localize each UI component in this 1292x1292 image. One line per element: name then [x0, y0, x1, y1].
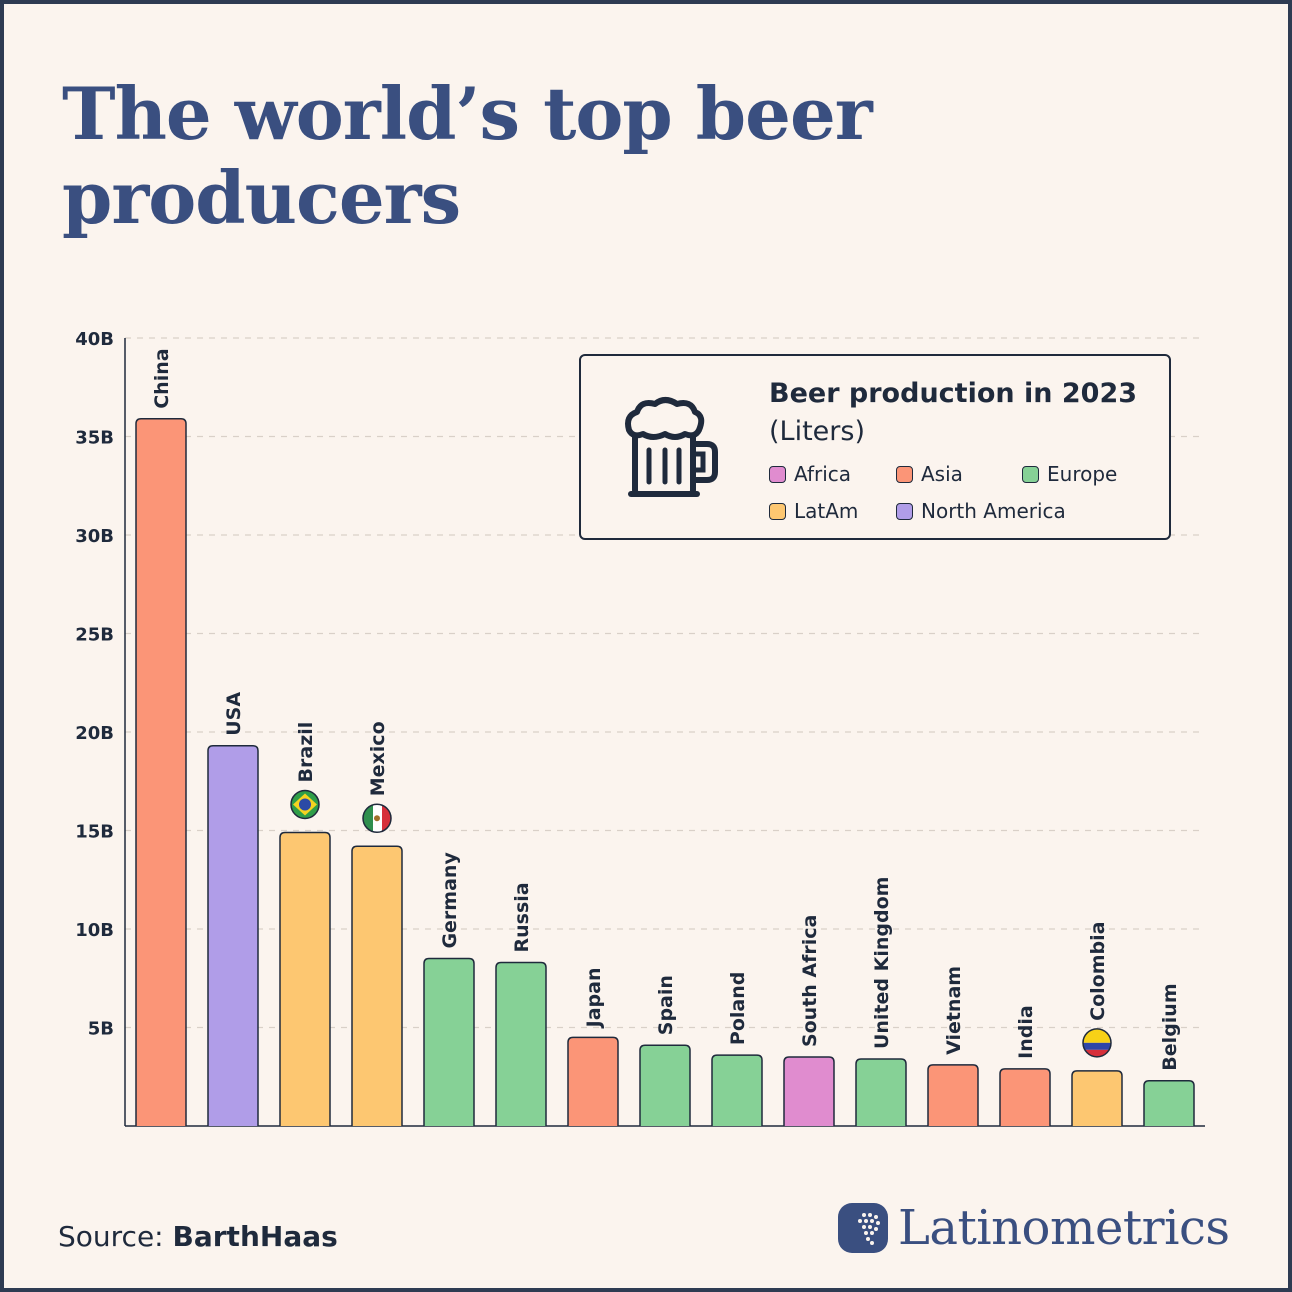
- category-label: Poland: [727, 972, 749, 1045]
- bar-colombia: [1071, 1070, 1123, 1126]
- mexico-flag-icon: [362, 803, 392, 834]
- y-tick-label: 20B: [75, 723, 114, 744]
- legend-swatch: [896, 465, 913, 483]
- bar-mexico: [351, 845, 403, 1126]
- legend-swatch: [769, 502, 786, 520]
- latinometrics-logo-icon: [838, 1203, 888, 1253]
- colombia-flag-icon: [1082, 1028, 1112, 1058]
- legend-swatch: [769, 465, 786, 483]
- y-tick-label: 35B: [75, 428, 114, 449]
- legend-item-latam: LatAm: [769, 499, 858, 523]
- bar-spain: [639, 1044, 691, 1126]
- legend-title: Beer production in 2023: [769, 378, 1138, 409]
- bar-south-africa: [783, 1056, 835, 1126]
- category-label: Germany: [439, 852, 461, 949]
- bar-japan: [567, 1036, 619, 1126]
- category-label: USA: [223, 692, 245, 736]
- y-tick-label: 5B: [88, 1019, 114, 1040]
- category-label: United Kingdom: [871, 877, 893, 1049]
- category-label: Russia: [511, 882, 533, 952]
- y-tick-label: 30B: [75, 526, 114, 547]
- legend-item-africa: Africa: [769, 462, 851, 486]
- category-label: Mexico: [367, 721, 389, 796]
- bar-usa: [207, 745, 259, 1126]
- category-label: Japan: [583, 968, 605, 1030]
- category-label: India: [1015, 1005, 1037, 1059]
- legend-label: North America: [921, 499, 1066, 523]
- y-tick-label: 15B: [75, 822, 114, 843]
- source-credit: Source: BarthHaas: [58, 1220, 338, 1253]
- legend-subtitle: (Liters): [769, 416, 865, 447]
- legend-swatch: [1022, 465, 1039, 483]
- legend-item-north-america: North America: [896, 499, 1066, 523]
- legend-item-europe: Europe: [1022, 462, 1117, 486]
- bar-germany: [423, 957, 475, 1126]
- legend-label: LatAm: [794, 499, 859, 523]
- source-prefix: Source:: [58, 1220, 164, 1253]
- source-name: BarthHaas: [172, 1220, 338, 1253]
- legend-label: Europe: [1047, 462, 1118, 486]
- category-label: Belgium: [1159, 983, 1181, 1070]
- category-label: China: [151, 348, 173, 408]
- y-tick-label: 25B: [75, 625, 114, 646]
- legend-label: Asia: [921, 462, 963, 486]
- bar-russia: [495, 961, 547, 1126]
- legend-label: Africa: [794, 462, 852, 486]
- y-tick-label: 10B: [75, 920, 114, 941]
- category-label: Spain: [655, 975, 677, 1035]
- brazil-flag-icon: [290, 789, 320, 820]
- bar-india: [999, 1068, 1051, 1126]
- category-label: Vietnam: [943, 966, 965, 1055]
- category-label: Colombia: [1087, 922, 1109, 1021]
- bar-poland: [711, 1054, 763, 1126]
- beer-mug-icon: [625, 397, 718, 497]
- legend-box: Beer production in 2023 (Liters) Africa A…: [579, 354, 1171, 540]
- bar-belgium: [1143, 1079, 1195, 1126]
- bar-brazil: [279, 831, 331, 1126]
- page-title: The world’s top beer producers: [62, 71, 873, 240]
- bar-united-kingdom: [855, 1058, 907, 1126]
- bar-vietnam: [927, 1064, 979, 1126]
- category-label: Brazil: [295, 722, 317, 783]
- y-tick-label: 40B: [75, 329, 114, 350]
- brand-name: Latinometrics: [898, 1200, 1230, 1256]
- category-label: South Africa: [799, 915, 821, 1047]
- brand: Latinometrics: [838, 1200, 1230, 1256]
- bar-china: [135, 418, 187, 1126]
- legend-item-asia: Asia: [896, 462, 963, 486]
- legend-swatch: [896, 502, 913, 520]
